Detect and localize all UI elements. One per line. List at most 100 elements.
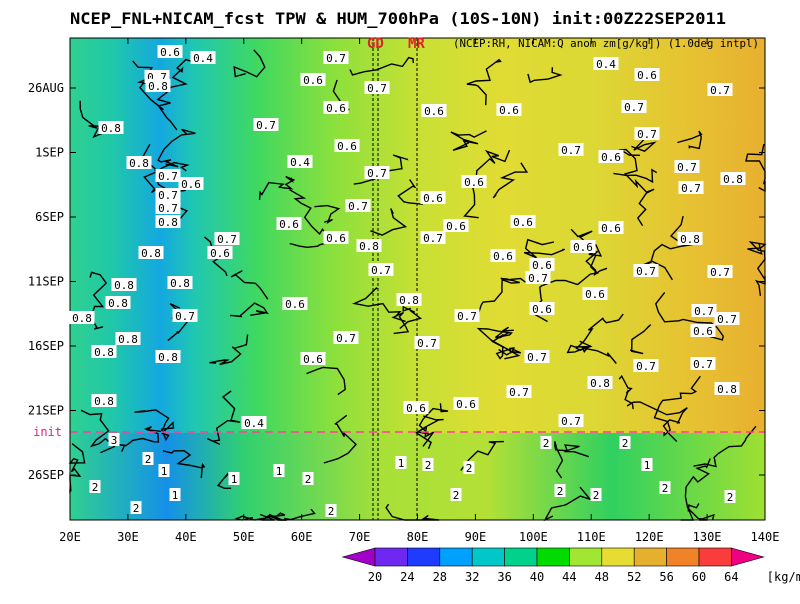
contour-label: 0.6 — [446, 220, 466, 233]
contour-label-bg — [598, 150, 624, 163]
contour-label: 0.4 — [596, 58, 616, 71]
x-tick-label: 110E — [577, 530, 606, 544]
contour-label: 0.7 — [158, 202, 178, 215]
x-tick-label: 90E — [465, 530, 487, 544]
contour-label-bg — [167, 276, 193, 289]
contour-label: 2 — [727, 491, 734, 504]
contour-label: 0.7 — [636, 265, 656, 278]
y-tick-label: 26SEP — [28, 468, 64, 482]
marker-label: GD — [367, 36, 384, 52]
contour-label-bg — [691, 304, 717, 317]
contour-line — [618, 374, 634, 410]
contour-label: 0.8 — [94, 346, 114, 359]
contour-label-bg — [115, 332, 141, 345]
contour-label-bg — [169, 488, 181, 501]
colorbar-box — [536, 547, 570, 567]
contour-line — [476, 326, 521, 360]
colorbar-label: 20 — [368, 570, 382, 584]
contour-label-bg — [323, 51, 349, 64]
contour-label: 0.8 — [141, 247, 161, 260]
contour-line — [323, 414, 357, 464]
contour-label-bg — [108, 433, 120, 446]
contour-label: 0.7 — [637, 128, 657, 141]
contour-label: 0.7 — [158, 170, 178, 183]
contour-label-bg — [714, 382, 740, 395]
contour-line — [156, 58, 198, 131]
contour-line — [370, 208, 408, 236]
contour-label-bg — [540, 436, 552, 449]
contour-label-bg — [453, 397, 479, 410]
contour-label-bg — [420, 191, 446, 204]
contour-label: 0.7 — [256, 119, 276, 132]
contour-label-bg — [69, 311, 95, 324]
contour-label: 0.6 — [532, 259, 552, 272]
contour-label: 0.7 — [561, 415, 581, 428]
contour-label: 0.7 — [217, 233, 237, 246]
contour-label-bg — [302, 472, 314, 485]
contour-label-bg — [396, 293, 422, 306]
contour-label: 0.8 — [101, 122, 121, 135]
contour-label: 0.6 — [532, 303, 552, 316]
contour-label: 0.7 — [175, 310, 195, 323]
colorbar-box — [666, 547, 700, 567]
x-tick-label: 80E — [407, 530, 429, 544]
contour-label-bg — [690, 324, 716, 337]
contour-label: 0.6 — [423, 192, 443, 205]
contour-label-bg — [323, 101, 349, 114]
contour-label-bg — [720, 172, 746, 185]
x-tick-label: 20E — [59, 530, 81, 544]
contour-label-bg — [659, 481, 671, 494]
contour-label-bg — [333, 331, 359, 344]
colorbar-label: 24 — [400, 570, 414, 584]
contour-label-bg — [155, 169, 181, 182]
contour-label: 0.7 — [710, 266, 730, 279]
contour-label-bg — [145, 79, 171, 92]
contour-line — [209, 334, 249, 366]
field-lower — [70, 433, 765, 520]
contour-line — [415, 403, 449, 447]
contour-line — [477, 277, 527, 315]
contour-label-bg — [674, 160, 700, 173]
contour-label-bg — [422, 458, 434, 471]
contour-line — [629, 324, 652, 355]
contour-label-bg — [621, 100, 647, 113]
contour-label-bg — [323, 231, 349, 244]
contour-label-bg — [633, 264, 659, 277]
contour-label: 0.8 — [108, 297, 128, 310]
contour-label-bg — [89, 480, 101, 493]
contour-label-bg — [714, 312, 740, 325]
contour-label: 3 — [111, 434, 118, 447]
contour-line — [570, 228, 608, 277]
contour-line — [230, 302, 269, 318]
contour-label-bg — [325, 504, 337, 517]
contour-label-bg — [633, 359, 659, 372]
contour-label: 0.8 — [723, 173, 743, 186]
contour-label-bg — [111, 278, 137, 291]
contour-label-bg — [724, 490, 736, 503]
colorbar-unit: [kg/m²] — [767, 570, 800, 584]
contour-line — [460, 440, 504, 471]
contour-label: 2 — [133, 502, 140, 515]
contour-label-bg — [641, 458, 653, 471]
contour-label-bg — [554, 484, 566, 497]
contour-line — [162, 449, 206, 479]
contour-label: 0.7 — [423, 232, 443, 245]
colorbar-box — [504, 547, 538, 567]
contour-label: 0.6 — [279, 218, 299, 231]
init-label: init — [33, 425, 62, 439]
contour-label: 0.6 — [285, 298, 305, 311]
contour-label-bg — [364, 166, 390, 179]
contour-label-bg — [454, 309, 480, 322]
contour-line — [655, 291, 724, 341]
contour-label: 0.8 — [129, 157, 149, 170]
contour-label-bg — [300, 73, 326, 86]
colorbar: 20 24 28 32 36 40 44 48 52 56 60 64 [kg/m²] — [341, 547, 800, 584]
contour-label: 0.7 — [677, 161, 697, 174]
colorbar-box — [471, 547, 505, 567]
contour-label: 0.6 — [303, 74, 323, 87]
contour-line — [575, 313, 624, 351]
contour-label-bg — [172, 309, 198, 322]
y-tick-label: 21SEP — [28, 404, 64, 418]
colorbar-label: 52 — [627, 570, 641, 584]
contour-line — [79, 100, 108, 139]
